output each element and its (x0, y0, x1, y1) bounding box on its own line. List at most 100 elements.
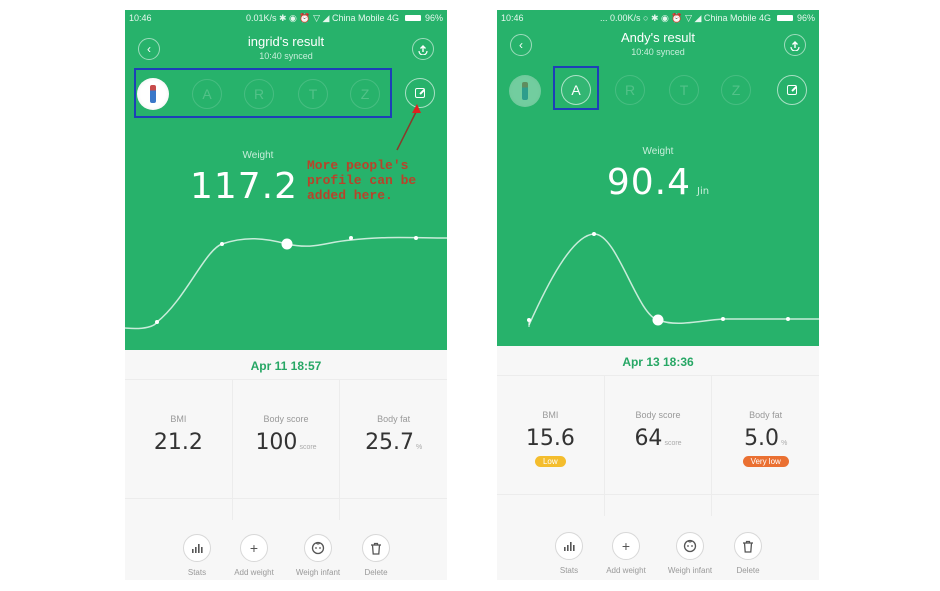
annotation-line-1: More people's (307, 158, 409, 173)
add-weight-button[interactable]: + Add weight (224, 534, 284, 577)
profile-avatar-ingrid[interactable] (509, 75, 541, 107)
stat-number: 100 (255, 430, 298, 455)
trash-icon (362, 534, 390, 562)
stat-value: 21.2 (125, 430, 232, 455)
measurement-date: Apr 13 18:36 (497, 348, 819, 376)
plus-icon: + (612, 532, 640, 560)
edit-profiles-button[interactable] (777, 75, 807, 105)
upload-icon (790, 41, 800, 51)
weight-value: 117.2 (125, 166, 405, 207)
profile-r[interactable]: R (244, 79, 274, 109)
profile-r[interactable]: R (615, 75, 645, 105)
stat-number: 25.7 (365, 430, 415, 455)
measurement-date: Apr 11 18:57 (125, 352, 447, 380)
stat-label: Body score (635, 410, 681, 420)
phone-screen-andy: 10:46 ... 0.00K/s ○ ✱ ◉ ⏰ ▽ ◢ China Mobi… (497, 10, 819, 580)
profile-z[interactable]: Z (721, 75, 751, 105)
action-label: Weigh infant (667, 566, 713, 575)
stat-value: 5.0% (712, 426, 819, 451)
battery-icon (404, 15, 421, 21)
header: ‹ ingrid's result 10:40 synced (125, 28, 447, 68)
profile-z[interactable]: Z (350, 79, 380, 109)
edit-profiles-button[interactable] (405, 78, 435, 108)
stat-label: BMI (542, 410, 559, 420)
trash-icon (734, 532, 762, 560)
stat-body-fat[interactable]: Body fat 5.0% Very low (712, 376, 819, 494)
status-info: 0.01K/s ✱ ◉ ⏰ ▽ ◢ China Mobile 4G (245, 12, 399, 23)
action-label: Stats (187, 568, 207, 577)
chevron-left-icon: ‹ (519, 38, 523, 52)
stats-grid-row (125, 498, 447, 520)
weight-trend-chart[interactable] (497, 215, 819, 346)
annotation-text: More people's profile can be added here. (307, 158, 416, 203)
annotation-arrow-icon (396, 104, 421, 151)
annotation-highlight-box (134, 68, 392, 118)
profile-avatar-ingrid[interactable] (137, 78, 169, 110)
action-label: Weigh infant (295, 568, 341, 577)
weight-number: 117.2 (189, 166, 299, 207)
stat-label: Body fat (749, 410, 783, 420)
stat-number: 15.6 (525, 426, 575, 451)
stat-bmi[interactable]: BMI 15.6 Low (497, 376, 605, 494)
stat-body-fat[interactable]: Body fat 25.7% (340, 380, 447, 498)
sync-status: 10:40 synced (631, 47, 685, 57)
infant-icon (304, 534, 332, 562)
stat-number: 21.2 (153, 430, 203, 455)
weigh-infant-button[interactable]: Weigh infant (660, 532, 720, 575)
delete-button[interactable]: Delete (346, 534, 406, 577)
back-button[interactable]: ‹ (138, 38, 160, 60)
share-button[interactable] (784, 34, 806, 56)
chevron-left-icon: ‹ (147, 42, 151, 56)
share-button[interactable] (412, 38, 434, 60)
bar-chart-icon (183, 534, 211, 562)
upload-icon (418, 45, 428, 55)
weight-value: 90.4 Jin (497, 162, 819, 203)
delete-button[interactable]: Delete (718, 532, 778, 575)
profile-a[interactable]: A (561, 75, 591, 105)
status-bar: 10:46 0.01K/s ✱ ◉ ⏰ ▽ ◢ China Mobile 4G … (125, 10, 447, 26)
stats-button[interactable]: Stats (167, 534, 227, 577)
weight-unit: Jin (697, 186, 710, 197)
header: ‹ Andy's result 10:40 synced (497, 24, 819, 64)
page-title: Andy's result (620, 30, 695, 45)
stat-bmi[interactable]: BMI 21.2 (125, 380, 233, 498)
stats-button[interactable]: Stats (539, 532, 599, 575)
stat-number: 5.0 (744, 426, 780, 451)
page-title: ingrid's result (247, 34, 325, 49)
stat-unit: score (299, 444, 317, 451)
weight-panel: 10:46 ... 0.00K/s ○ ✱ ◉ ⏰ ▽ ◢ China Mobi… (497, 10, 819, 346)
status-info: ... 0.00K/s ○ ✱ ◉ ⏰ ▽ ◢ China Mobile 4G (600, 12, 771, 23)
profile-selector: A R T Z (497, 70, 819, 110)
infant-icon (676, 532, 704, 560)
stat-value: 25.7% (340, 430, 447, 455)
back-button[interactable]: ‹ (510, 34, 532, 56)
action-label: Delete (364, 568, 388, 577)
bar-chart-icon (555, 532, 583, 560)
stat-label: Body fat (377, 414, 411, 424)
stats-grid-row (497, 494, 819, 516)
stat-body-score[interactable]: Body score 64 score (605, 376, 713, 494)
weight-panel: 10:46 0.01K/s ✱ ◉ ⏰ ▽ ◢ China Mobile 4G … (125, 10, 447, 350)
stats-grid: BMI 15.6 Low Body score 64 score Body fat… (497, 376, 819, 494)
action-bar: Stats + Add weight Weigh infant Delete (497, 532, 819, 580)
action-label: Stats (559, 566, 579, 575)
edit-icon (787, 85, 797, 95)
profile-t[interactable]: T (669, 75, 699, 105)
status-time: 10:46 (501, 13, 524, 23)
stats-grid: BMI 21.2 Body score 100 score Body fat 25… (125, 380, 447, 498)
stat-unit: % (781, 440, 788, 447)
stat-body-score[interactable]: Body score 100 score (233, 380, 341, 498)
add-weight-button[interactable]: + Add weight (596, 532, 656, 575)
profile-a[interactable]: A (192, 79, 222, 109)
phone-screen-ingrid: 10:46 0.01K/s ✱ ◉ ⏰ ▽ ◢ China Mobile 4G … (125, 10, 447, 580)
stat-unit: % (416, 444, 423, 451)
weight-trend-chart[interactable] (125, 220, 447, 350)
annotation-line-2: profile can be (307, 173, 417, 188)
action-label: Add weight (606, 566, 646, 575)
battery-level: 96% (424, 13, 443, 23)
profile-t[interactable]: T (298, 79, 328, 109)
stat-value: 100 score (233, 430, 340, 455)
weigh-infant-button[interactable]: Weigh infant (288, 534, 348, 577)
battery-icon (776, 15, 793, 21)
stat-label: BMI (170, 414, 187, 424)
